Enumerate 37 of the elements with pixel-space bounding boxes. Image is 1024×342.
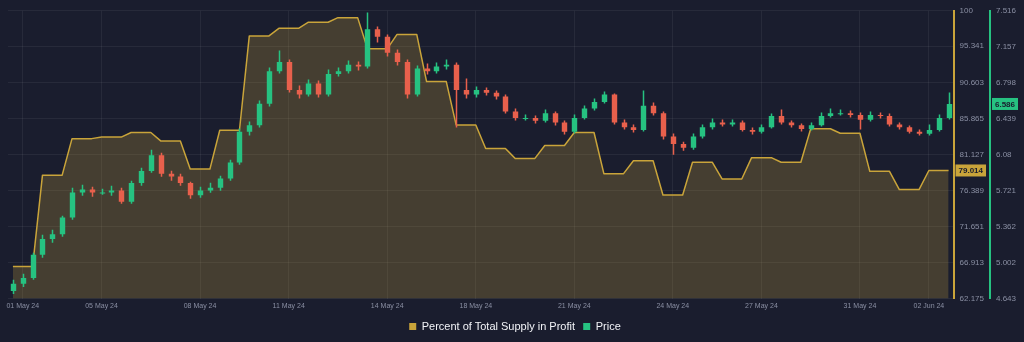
y-tick-label: 90.603 [959, 77, 985, 87]
legend-label: Price [595, 319, 621, 332]
y-tick-label: 81.127 [959, 149, 985, 159]
y2-tick-label: 5.362 [995, 221, 1017, 231]
candlestick [571, 113, 578, 135]
candlestick [128, 179, 135, 205]
y-tick-label: 100 [959, 6, 974, 15]
y-tick-label: 95.341 [959, 41, 985, 51]
y2-tick-label: 7.516 [995, 6, 1017, 15]
y-tick-label: 76.389 [959, 185, 985, 195]
candlestick [30, 252, 37, 281]
y-tick-label: 71.651 [959, 221, 985, 231]
candlestick [946, 91, 953, 121]
candlestick [660, 110, 667, 141]
candlestick [138, 166, 145, 187]
text: 79.014 [958, 166, 984, 176]
y2-tick-label: 6.798 [995, 77, 1017, 87]
y2-tick-label: 4.643 [995, 293, 1017, 303]
candlestick [325, 68, 332, 98]
candlestick [39, 234, 46, 259]
y-tick-label: 62.175 [959, 293, 985, 303]
y2-tick-label: 5.721 [995, 185, 1017, 195]
candlestick [502, 93, 509, 115]
text: 6.586 [994, 99, 1016, 109]
y2-tick-label: 5.002 [995, 257, 1017, 267]
candlestick [148, 148, 155, 174]
candlestick [276, 49, 283, 75]
candlestick [384, 33, 391, 58]
y2-tick-label: 7.157 [995, 41, 1017, 51]
y-tick-label: 66.913 [959, 257, 985, 267]
candlestick [463, 77, 470, 100]
y-tick-label: 85.865 [959, 113, 985, 123]
candlestick [256, 99, 263, 129]
candlestick [158, 151, 165, 178]
y2-tick-label: 6.08 [995, 149, 1013, 159]
legend-label: Percent of Total Supply in Profit [421, 319, 576, 332]
y2-tick-label: 6.439 [995, 113, 1017, 123]
